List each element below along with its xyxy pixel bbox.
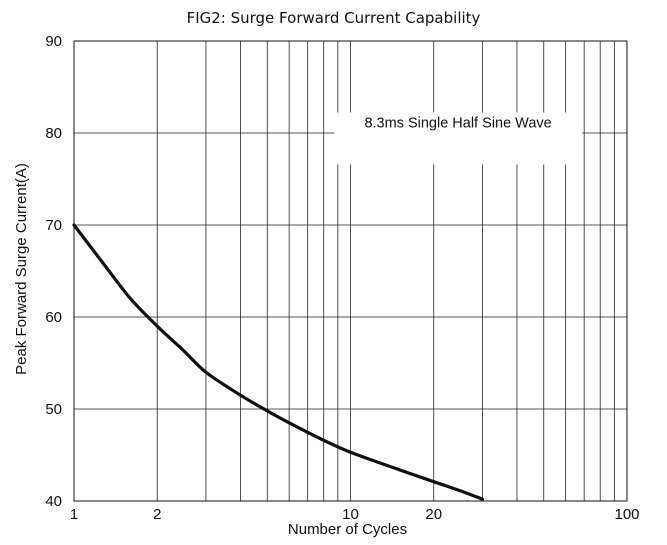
- series-layer: [72, 223, 485, 501]
- x-tick-label: 20: [425, 506, 442, 523]
- x-tick-label: 100: [614, 506, 639, 523]
- annotation-label: 8.3ms Single Half Sine Wave: [364, 115, 551, 131]
- tick-labels-layer: 1 2 10 20 100 40 50 60 70 80 90: [45, 33, 639, 523]
- y-tick-label: 90: [45, 33, 62, 50]
- y-axis-label: Peak Forward Surge Current(A): [13, 163, 30, 375]
- plot-frame: [73, 40, 628, 502]
- annotation-background: [334, 112, 583, 165]
- y-tick-label: 70: [45, 217, 62, 234]
- y-tick-label: 80: [45, 125, 62, 142]
- x-tick-label: 1: [70, 506, 78, 523]
- y-tick-label: 50: [45, 401, 62, 418]
- x-tick-label: 2: [153, 506, 161, 523]
- y-tick-label: 40: [45, 493, 62, 510]
- x-tick-label: 10: [342, 506, 359, 523]
- chart-title: FIG2: Surge Forward Current Capability: [187, 9, 481, 27]
- x-axis-label: Number of Cycles: [288, 521, 407, 538]
- grid-layer: [74, 41, 627, 501]
- y-tick-label: 60: [45, 309, 62, 326]
- series-line: [72, 223, 485, 501]
